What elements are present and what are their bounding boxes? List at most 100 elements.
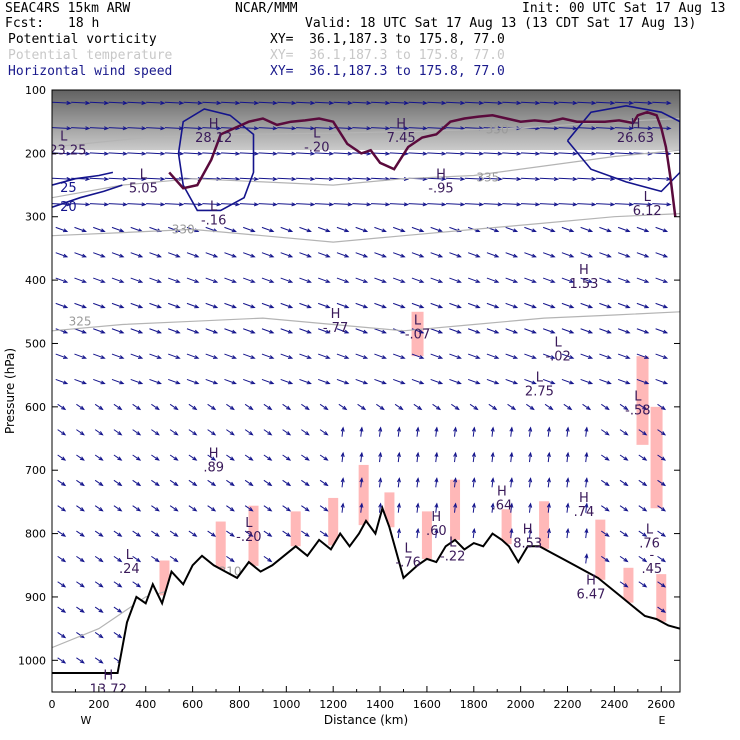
wind-vector-head	[156, 228, 162, 233]
wind-vector-head	[211, 532, 217, 537]
wind-vector-head	[100, 304, 106, 309]
wind-vector	[601, 530, 610, 537]
wind-vector	[599, 353, 611, 359]
wind-vector-head	[103, 151, 110, 156]
wind-vector	[76, 505, 85, 512]
wind-vector	[186, 302, 199, 308]
wind-vector-head	[291, 202, 297, 207]
wind-vector	[510, 529, 513, 539]
wind-vector-head	[396, 502, 401, 508]
wind-vector-head	[267, 557, 273, 563]
wind-vector	[168, 328, 180, 334]
wind-vector-head	[587, 279, 594, 283]
wind-vector	[427, 177, 446, 180]
wind-vector-head	[310, 202, 316, 207]
wind-vector	[352, 101, 371, 104]
wind-vector	[55, 353, 68, 359]
wind-vector	[224, 302, 236, 308]
wind-vector-head	[606, 228, 612, 233]
wind-vector	[454, 503, 457, 513]
wind-vector-head	[628, 202, 635, 207]
wind-vector	[379, 427, 382, 437]
wind-vector	[263, 403, 272, 410]
wind-vector	[188, 454, 197, 461]
wind-vector-head	[117, 633, 123, 639]
wind-vector-head	[62, 329, 69, 334]
wind-vector-head	[494, 329, 500, 334]
extremum-value: 023.25	[41, 144, 87, 159]
wind-vector	[638, 403, 647, 410]
wind-vector	[280, 277, 293, 283]
wind-vector	[168, 302, 180, 308]
wind-vector-head	[548, 405, 554, 411]
wind-vector	[580, 378, 593, 385]
wind-vector-head	[441, 100, 447, 105]
wind-vector	[528, 427, 532, 437]
wind-vector-head	[328, 126, 335, 131]
wind-vector	[521, 203, 540, 206]
wind-vector	[132, 581, 141, 588]
wind-vector-head	[175, 329, 181, 334]
wind-vector-head	[553, 176, 560, 182]
wind-vector-head	[61, 481, 67, 487]
wind-vector	[585, 503, 588, 513]
wind-vector	[336, 226, 349, 232]
wind-vector	[94, 581, 103, 588]
wind-vector	[355, 302, 368, 308]
wind-vector	[336, 302, 349, 308]
wind-vector-head	[628, 176, 635, 182]
wind-vector	[657, 530, 666, 537]
wind-vector	[360, 478, 363, 488]
extremum-value: .60	[426, 524, 447, 539]
wind-vector	[299, 302, 311, 308]
wind-vector	[319, 454, 328, 461]
wind-vector	[183, 203, 202, 206]
wind-vector-head	[229, 431, 235, 436]
wind-vector	[488, 403, 497, 410]
terrain-mask	[52, 508, 680, 692]
wind-vector-head	[478, 151, 485, 156]
wind-vector	[132, 403, 141, 410]
wind-vector	[202, 177, 221, 180]
wind-vector-head	[456, 380, 462, 385]
wind-vector	[111, 226, 124, 232]
wind-vector-head	[531, 279, 537, 283]
wind-vector-head	[490, 477, 495, 483]
wind-vector	[585, 453, 588, 463]
wind-vector-head	[136, 431, 142, 436]
wind-vector-head	[625, 355, 631, 359]
wind-vector-head	[642, 456, 648, 461]
wind-vector	[301, 479, 310, 486]
wind-vector-head	[154, 481, 160, 487]
wind-vector	[280, 353, 293, 359]
wind-vector	[449, 277, 461, 283]
wind-vector	[601, 429, 610, 436]
wind-vector	[243, 378, 255, 385]
wind-vector	[472, 503, 475, 513]
wind-vector-head	[248, 431, 254, 436]
wind-vector	[563, 403, 572, 410]
wind-speed-contour	[177, 108, 255, 212]
wind-vector-head	[396, 527, 401, 534]
wind-vector	[638, 555, 647, 562]
wind-vector	[94, 555, 103, 562]
wind-vector	[149, 277, 161, 283]
wind-vector	[636, 328, 649, 334]
extremum-kind: H	[586, 573, 596, 588]
wind-vector	[599, 277, 611, 283]
wind-vector-head	[231, 329, 237, 334]
wind-vector-head	[61, 659, 67, 664]
wind-vector-head	[173, 507, 179, 512]
wind-vector	[464, 101, 483, 104]
wind-vector-head	[403, 202, 410, 207]
wind-vector-head	[81, 228, 87, 233]
wind-vector-head	[550, 355, 556, 359]
wind-vector-head	[286, 405, 292, 411]
wind-speed-contour-label: 20	[60, 200, 77, 215]
wind-vector	[657, 505, 666, 512]
wind-vector	[113, 530, 122, 537]
wind-vector-head	[528, 527, 533, 534]
extremum-value: -.20	[236, 530, 261, 545]
wind-vector-head	[565, 527, 570, 534]
wind-vector-head	[494, 304, 500, 309]
